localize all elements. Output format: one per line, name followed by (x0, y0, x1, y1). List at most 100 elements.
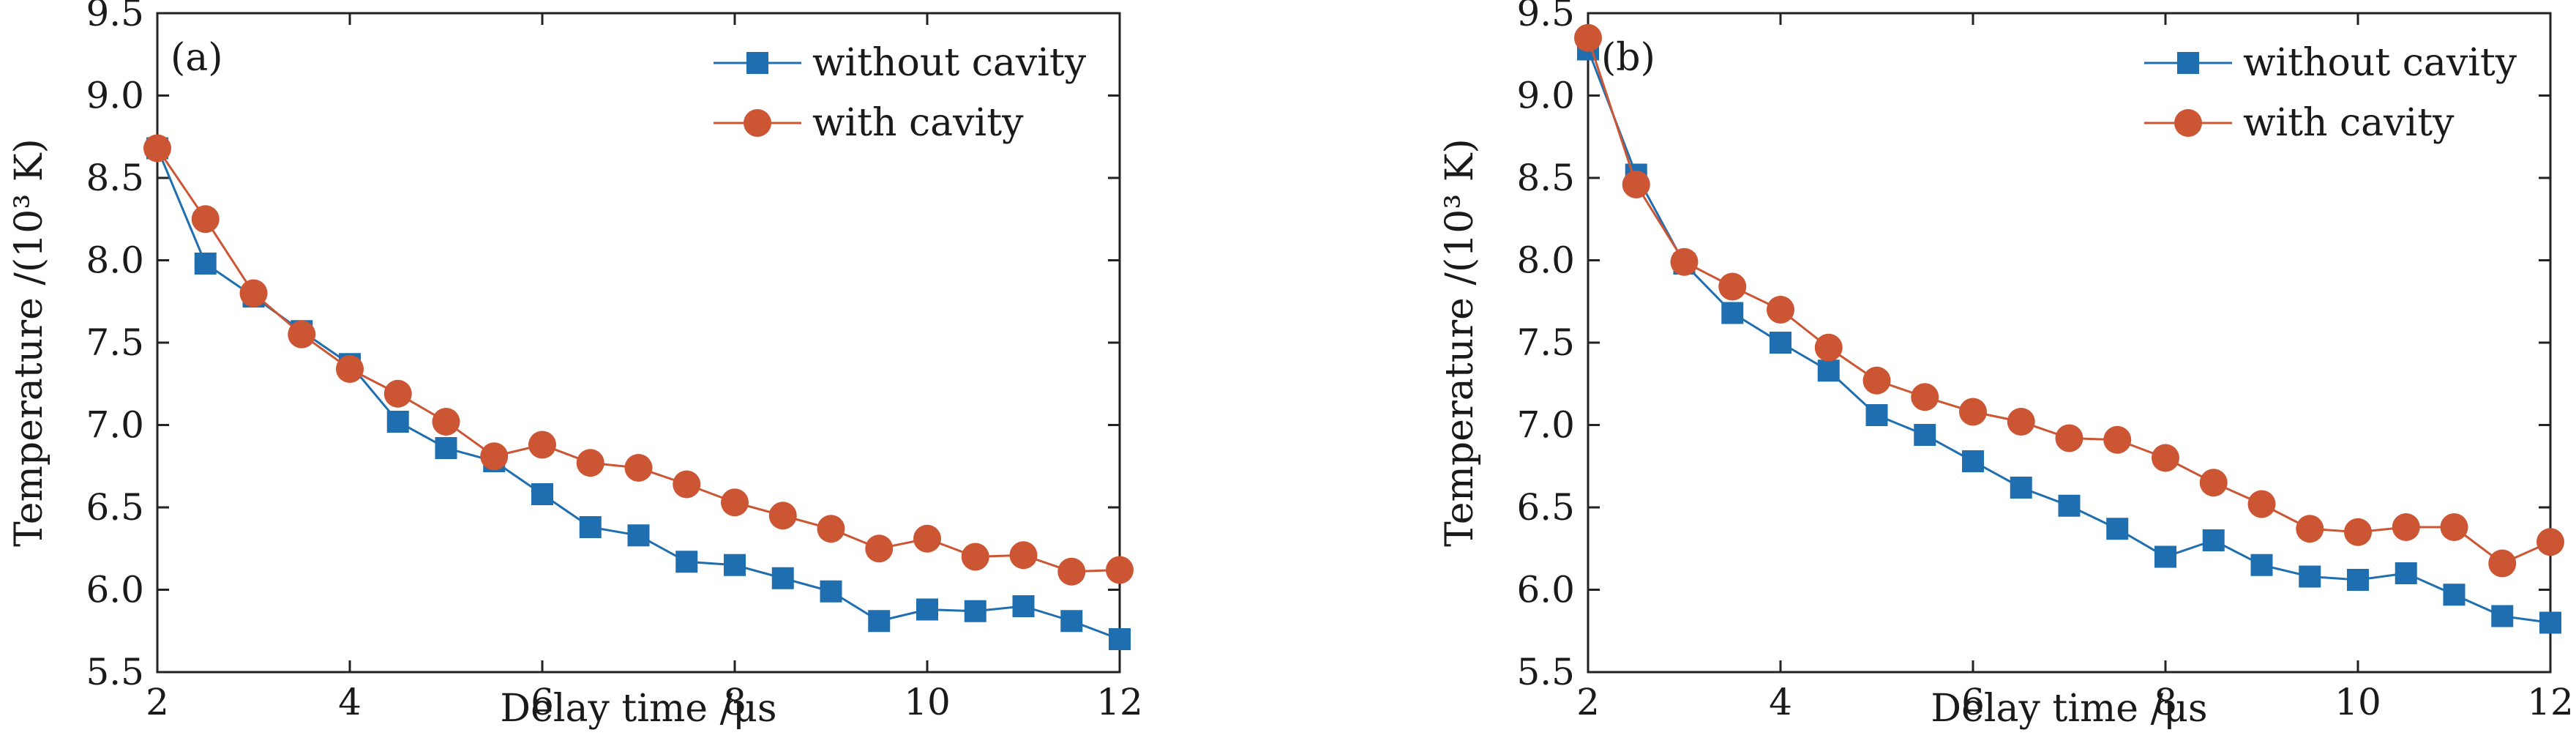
y-tick-label: 9.5 (86, 0, 144, 34)
data-point-circle (2199, 469, 2228, 497)
data-point-square (2010, 477, 2032, 499)
x-tick-label: 12 (2527, 681, 2574, 723)
x-tick-label: 6 (531, 681, 554, 723)
x-tick-label: 2 (146, 681, 169, 723)
data-point-circle (1574, 23, 1602, 52)
x-tick-label: 4 (338, 681, 362, 723)
series-with-cavity (143, 134, 1134, 586)
data-point-circle (2296, 515, 2324, 543)
y-tick-label: 5.5 (86, 651, 144, 693)
data-point-square (1012, 595, 1035, 617)
legend-marker-square (2177, 52, 2199, 74)
data-point-circle (288, 320, 316, 348)
y-axis-title: Temperature /(10³ K) (7, 138, 51, 547)
data-point-square (531, 483, 553, 505)
data-point-circle (817, 515, 845, 543)
data-point-circle (432, 408, 460, 436)
legend-label: with cavity (2243, 101, 2455, 145)
y-tick-label: 9.0 (86, 75, 144, 117)
data-point-square (1962, 450, 1984, 472)
legend-label: with cavity (812, 101, 1024, 145)
data-point-square (1770, 332, 1791, 354)
data-point-square (386, 411, 409, 433)
data-point-circle (1767, 296, 1794, 324)
data-point-circle (2007, 408, 2035, 436)
series-without-cavity (146, 137, 1131, 650)
data-point-circle (239, 279, 268, 308)
data-point-circle (2392, 513, 2420, 541)
data-point-circle (624, 454, 653, 482)
data-point-circle (1106, 556, 1134, 584)
data-point-circle (1959, 398, 1987, 426)
data-point-square (675, 551, 698, 573)
y-tick-label: 7.5 (1516, 321, 1575, 364)
y-tick-label: 6.5 (86, 486, 144, 529)
data-point-circle (2440, 513, 2468, 541)
y-tick-label: 6.5 (1516, 486, 1575, 529)
data-point-square (435, 437, 457, 459)
legend-label: without cavity (2243, 41, 2517, 85)
data-point-square (1817, 359, 1840, 382)
data-point-circle (1814, 333, 1843, 362)
y-tick-label: 7.0 (86, 404, 144, 447)
data-point-square (2250, 554, 2273, 576)
data-point-circle (1862, 366, 1891, 395)
data-point-circle (961, 543, 989, 571)
panel-label: (a) (171, 36, 223, 80)
x-tick-label: 12 (1096, 681, 1143, 723)
data-point-square (194, 253, 217, 275)
chart-panel-b: 2 4 6 8 10 12 5.5 6.0 6.5 7.0 7.5 8.0 8.5 9.0 9.5 Delay… (1438, 0, 2574, 731)
data-point-circle (2488, 549, 2517, 578)
legend-label: without cavity (812, 41, 1087, 85)
series-without-cavity (1577, 38, 2561, 634)
data-point-circle (1670, 247, 1699, 276)
data-point-square (2202, 529, 2225, 551)
y-tick-label: 6.0 (86, 569, 144, 611)
y-tick-label: 8.5 (1516, 157, 1575, 199)
data-point-circle (1718, 272, 1747, 301)
data-point-circle (2344, 518, 2372, 546)
x-tick-label: 2 (1576, 681, 1600, 723)
data-point-circle (913, 524, 941, 553)
data-point-square (2491, 605, 2514, 627)
legend-marker-circle (744, 109, 771, 137)
data-point-circle (1911, 383, 1939, 411)
x-axis-title: Delay time /μs (500, 687, 776, 731)
data-point-circle (143, 134, 171, 163)
legend-marker-square (746, 52, 768, 74)
x-tick-label: 4 (1769, 681, 1792, 723)
panel-label: (b) (1601, 36, 1655, 80)
data-point-square (1914, 424, 1936, 446)
x-tick-label: 8 (2154, 681, 2177, 723)
y-tick-label: 8.0 (1516, 239, 1575, 282)
data-point-square (2395, 562, 2417, 584)
data-point-circle (2103, 425, 2132, 454)
data-point-circle (1622, 171, 1650, 198)
data-point-circle (768, 502, 797, 530)
y-tick-label: 5.5 (1516, 651, 1575, 693)
data-point-square (2347, 569, 2369, 591)
y-tick-label: 9.5 (1516, 0, 1575, 34)
data-point-circle (576, 449, 604, 477)
data-point-square (964, 600, 986, 622)
data-point-circle (2152, 444, 2179, 472)
data-point-circle (1057, 557, 1086, 586)
data-point-square (2106, 518, 2129, 540)
legend: without cavity with cavity (714, 41, 1087, 145)
data-point-square (627, 524, 650, 547)
series-line (156, 147, 1120, 573)
y-axis-title: Temperature /(10³ K) (1438, 138, 1482, 547)
data-point-circle (480, 442, 509, 471)
data-point-circle (1009, 541, 1038, 570)
data-point-circle (528, 430, 556, 459)
data-point-square (2539, 611, 2561, 634)
data-point-circle (191, 205, 220, 234)
y-tick-label: 8.0 (86, 239, 144, 282)
data-point-square (868, 610, 891, 633)
data-point-square (1865, 404, 1888, 426)
data-point-circle (721, 488, 749, 517)
data-point-square (724, 554, 746, 576)
x-tick-label: 8 (723, 681, 746, 723)
x-tick-label: 10 (904, 681, 951, 723)
